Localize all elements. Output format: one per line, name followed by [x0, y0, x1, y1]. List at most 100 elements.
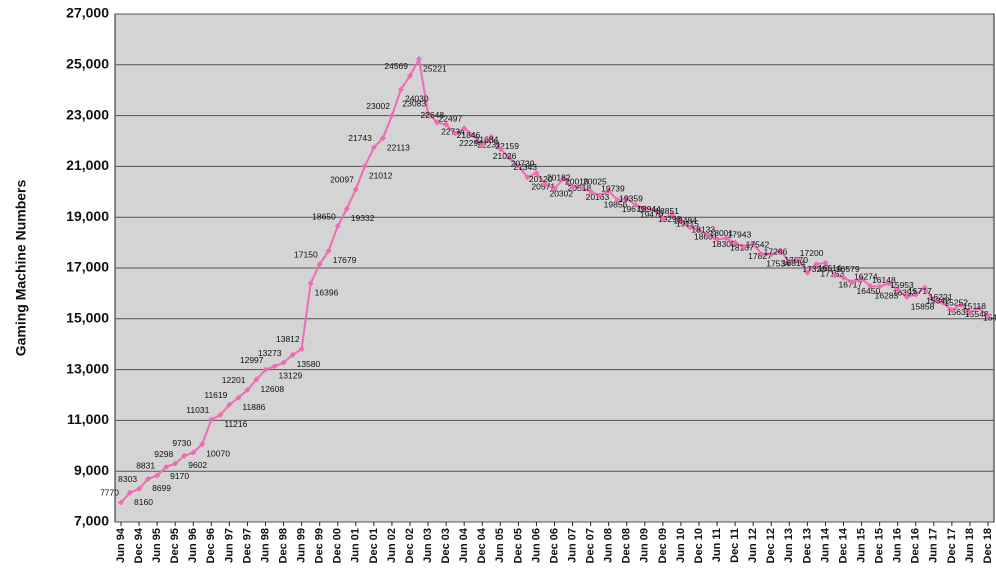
- x-tick-label: Jun 05: [494, 528, 506, 563]
- data-label: 15717: [908, 286, 932, 296]
- data-point: [361, 163, 368, 170]
- data-point: [298, 345, 305, 352]
- data-point: [966, 309, 973, 316]
- data-label: 22231: [477, 139, 501, 149]
- data-label: 11886: [242, 402, 265, 412]
- x-tick-label: Jun 02: [386, 528, 398, 563]
- data-label: 24030: [405, 94, 429, 104]
- data-point: [759, 251, 766, 258]
- data-label: 15118: [963, 301, 986, 311]
- data-label: 15548: [965, 309, 989, 319]
- data-label: 16814: [782, 258, 806, 268]
- data-point: [434, 119, 441, 126]
- data-point: [641, 205, 648, 212]
- data-point: [190, 449, 197, 456]
- x-tick-label: Jun 97: [223, 528, 235, 563]
- x-tick-label: Jun 15: [855, 528, 867, 563]
- y-tick-label: 27,000: [66, 5, 109, 21]
- data-point: [668, 211, 675, 218]
- data-point: [867, 283, 874, 290]
- x-tick-label: Dec 07: [585, 528, 597, 563]
- data-label: 12997: [240, 355, 264, 365]
- data-point: [199, 441, 206, 448]
- data-label: 22734: [441, 127, 465, 137]
- x-tick-label: Dec 00: [332, 528, 344, 563]
- y-tick-label: 17,000: [66, 259, 109, 275]
- data-point: [461, 125, 468, 132]
- x-tick-label: Jun 11: [711, 528, 723, 562]
- x-tick-label: Jun 18: [964, 528, 976, 563]
- data-point: [948, 307, 955, 314]
- data-label: 20739: [511, 158, 535, 168]
- data-label: 20016: [565, 177, 589, 187]
- data-label: 20302: [549, 188, 573, 198]
- x-tick-label: Jun 95: [151, 528, 163, 563]
- data-label: 20182: [547, 172, 571, 182]
- data-label: 12608: [260, 384, 284, 394]
- data-label: 22113: [387, 142, 410, 152]
- x-tick-label: Jun 08: [603, 528, 615, 563]
- data-point: [217, 411, 224, 418]
- data-label: 17534: [766, 259, 790, 269]
- x-tick-label: Jun 12: [747, 528, 759, 563]
- data-point: [614, 196, 621, 203]
- x-tick-label: Dec 01: [368, 528, 380, 563]
- data-point: [677, 217, 684, 224]
- data-point: [822, 259, 829, 266]
- x-tick-label: Jun 16: [892, 528, 904, 563]
- data-point: [506, 154, 513, 161]
- data-label: 17266: [764, 246, 788, 256]
- data-point: [127, 489, 134, 496]
- data-point: [145, 475, 152, 482]
- data-point: [650, 206, 657, 213]
- data-point: [975, 305, 982, 312]
- data-point: [524, 174, 531, 181]
- data-point: [154, 472, 161, 479]
- x-tick-label: Dec 04: [476, 527, 488, 563]
- data-point: [181, 452, 188, 459]
- data-point: [316, 261, 323, 268]
- data-point: [858, 275, 865, 282]
- data-point: [587, 188, 594, 195]
- data-label: 18484: [673, 216, 697, 226]
- x-tick-label: Dec 09: [657, 528, 669, 563]
- data-point: [118, 499, 124, 506]
- x-tick-label: Dec 02: [404, 528, 416, 563]
- data-point: [705, 231, 712, 238]
- x-tick-label: Dec 08: [621, 528, 633, 563]
- data-point: [894, 286, 901, 293]
- data-label: 16396: [315, 288, 339, 298]
- data-label: 17150: [294, 249, 318, 259]
- data-label: 8831: [136, 461, 155, 471]
- data-point: [659, 215, 666, 222]
- data-label: 13812: [276, 334, 300, 344]
- data-label: 8160: [134, 497, 153, 507]
- data-label: 15342: [926, 295, 950, 305]
- data-point: [407, 72, 413, 79]
- data-point: [786, 258, 793, 265]
- data-label: 16283: [875, 290, 899, 300]
- data-point: [840, 274, 847, 281]
- data-point: [777, 247, 784, 254]
- data-label: 19679: [622, 204, 646, 214]
- data-point: [289, 351, 296, 358]
- data-point: [235, 394, 242, 401]
- data-point: [280, 359, 287, 366]
- x-tick-label: Jun 17: [928, 528, 940, 563]
- data-label: 23002: [366, 101, 390, 111]
- data-label: 21343: [513, 162, 537, 172]
- x-tick-label: Jun 04: [458, 527, 470, 563]
- data-point: [696, 227, 702, 234]
- x-tick-label: Dec 94: [133, 527, 145, 563]
- data-point: [343, 205, 350, 212]
- data-label: 11619: [204, 390, 227, 400]
- x-tick-label: Jun 07: [566, 528, 578, 563]
- data-point: [723, 235, 730, 242]
- data-label: 18851: [655, 206, 679, 216]
- data-point: [876, 283, 883, 290]
- x-tick-label: Jun 98: [259, 528, 271, 563]
- data-point: [416, 56, 423, 63]
- data-point: [136, 485, 143, 492]
- data-label: 20163: [586, 192, 610, 202]
- data-point: [208, 416, 215, 423]
